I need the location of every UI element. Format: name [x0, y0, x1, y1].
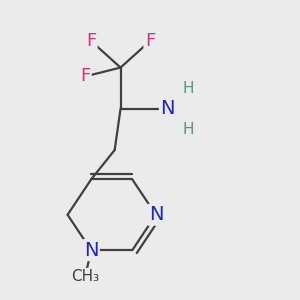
Text: H: H [182, 81, 194, 96]
Text: F: F [80, 68, 90, 85]
Text: N: N [160, 99, 175, 118]
Text: F: F [145, 32, 155, 50]
Text: N: N [148, 205, 163, 224]
Text: H: H [182, 122, 194, 137]
Text: N: N [84, 241, 98, 260]
Text: F: F [86, 32, 96, 50]
Text: CH₃: CH₃ [71, 269, 99, 284]
